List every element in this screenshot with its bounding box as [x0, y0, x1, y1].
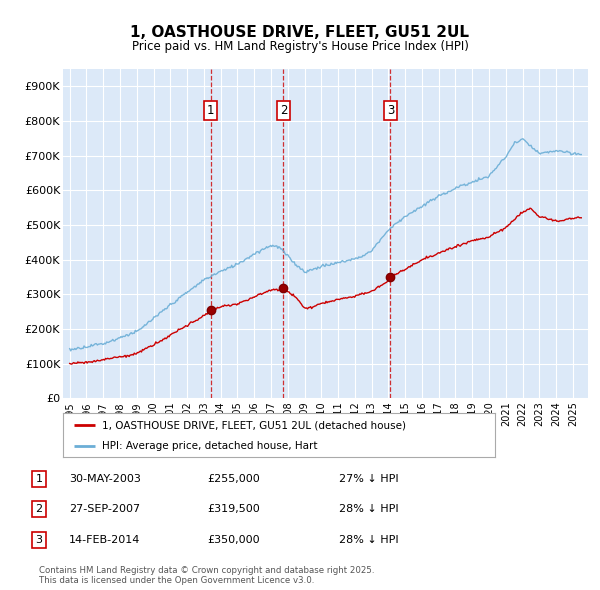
- Text: £319,500: £319,500: [207, 504, 260, 514]
- Text: 14-FEB-2014: 14-FEB-2014: [69, 535, 140, 545]
- Text: Price paid vs. HM Land Registry's House Price Index (HPI): Price paid vs. HM Land Registry's House …: [131, 40, 469, 53]
- Text: 2: 2: [280, 104, 287, 117]
- Text: £255,000: £255,000: [207, 474, 260, 484]
- Text: 27-SEP-2007: 27-SEP-2007: [69, 504, 140, 514]
- Text: £350,000: £350,000: [207, 535, 260, 545]
- Text: 1, OASTHOUSE DRIVE, FLEET, GU51 2UL (detached house): 1, OASTHOUSE DRIVE, FLEET, GU51 2UL (det…: [102, 421, 406, 430]
- Text: 2: 2: [35, 504, 43, 514]
- Text: 1, OASTHOUSE DRIVE, FLEET, GU51 2UL: 1, OASTHOUSE DRIVE, FLEET, GU51 2UL: [131, 25, 470, 40]
- Text: HPI: Average price, detached house, Hart: HPI: Average price, detached house, Hart: [102, 441, 317, 451]
- Text: 3: 3: [35, 535, 43, 545]
- Text: 1: 1: [35, 474, 43, 484]
- Text: Contains HM Land Registry data © Crown copyright and database right 2025.
This d: Contains HM Land Registry data © Crown c…: [39, 566, 374, 585]
- Text: 27% ↓ HPI: 27% ↓ HPI: [339, 474, 398, 484]
- Text: 30-MAY-2003: 30-MAY-2003: [69, 474, 141, 484]
- Text: 1: 1: [207, 104, 215, 117]
- Text: 28% ↓ HPI: 28% ↓ HPI: [339, 535, 398, 545]
- Text: 28% ↓ HPI: 28% ↓ HPI: [339, 504, 398, 514]
- Text: 3: 3: [387, 104, 394, 117]
